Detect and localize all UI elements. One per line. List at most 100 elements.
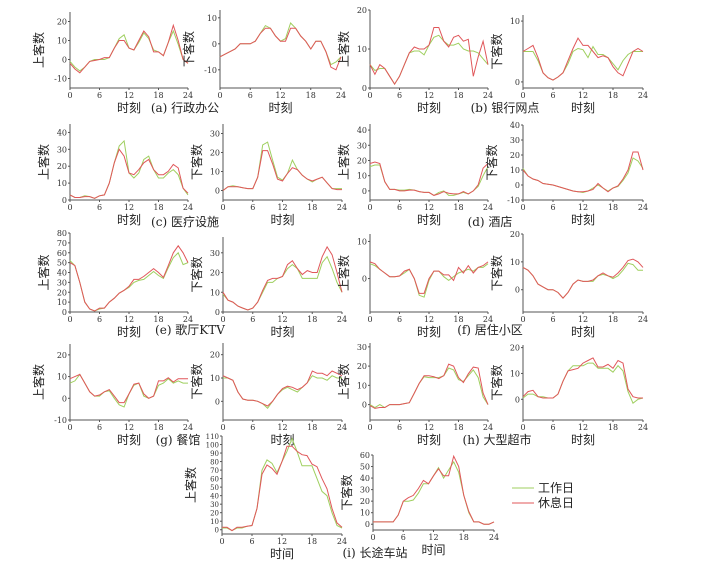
y-tick-label: 20 xyxy=(210,269,220,278)
x-tick-label: 6 xyxy=(397,203,402,212)
y-axis-label: 下客数 xyxy=(489,33,504,69)
y-tick-label: 40 xyxy=(357,126,367,135)
x-tick-label: 0 xyxy=(220,423,225,432)
x-axis-label: 时刻 xyxy=(117,433,141,447)
x-tick-label: 0 xyxy=(367,203,372,212)
y-tick-label: -10 xyxy=(54,75,67,84)
y-tick-label: 10 xyxy=(210,288,220,297)
y-axis-label: 上客数 xyxy=(31,364,46,400)
panel-caption: (a) 行政办公 xyxy=(151,100,219,115)
x-tick-label: 6 xyxy=(97,91,102,100)
y-tick-label: 110 xyxy=(206,433,219,441)
x-tick-label: 0 xyxy=(219,537,224,546)
y-tick-label: 30 xyxy=(57,145,67,154)
x-tick-label: 0 xyxy=(217,91,222,100)
series-workday-line xyxy=(69,139,189,199)
y-tick-label: 20 xyxy=(510,230,520,239)
y-tick-label: 0 xyxy=(362,187,367,196)
y-tick-label: 0 xyxy=(515,286,520,295)
x-axis-label: 时刻 xyxy=(270,433,294,447)
x-tick-label: 0 xyxy=(520,315,525,324)
y-tick-label: 40 xyxy=(57,269,67,278)
x-tick-label: 24 xyxy=(483,315,493,324)
y-tick-label: 10 xyxy=(57,298,67,307)
x-tick-label: 24 xyxy=(337,315,347,324)
y-tick-label: 0 xyxy=(515,181,520,190)
panel-caption: (e) 歌厅KTV xyxy=(155,322,225,337)
x-tick-label: 18 xyxy=(453,423,463,432)
x-axis-label: 时刻 xyxy=(571,433,595,447)
x-tick-label: 12 xyxy=(124,91,134,100)
x-tick-label: 18 xyxy=(306,91,316,100)
x-tick-label: 18 xyxy=(453,203,463,212)
x-tick-label: 0 xyxy=(67,91,72,100)
series-restday-line xyxy=(373,454,495,525)
x-axis-label: 时刻 xyxy=(571,101,595,115)
x-tick-label: 12 xyxy=(275,91,285,100)
series-workday-line xyxy=(369,164,489,196)
x-tick-label: 24 xyxy=(337,423,347,432)
x-tick-label: 6 xyxy=(397,91,402,100)
y-tick-label: 20 xyxy=(57,162,67,171)
x-tick-label: 12 xyxy=(277,537,287,546)
y-tick-label: 10 xyxy=(207,14,217,23)
y-tick-label: 30 xyxy=(210,130,220,139)
series-restday-line xyxy=(522,37,644,81)
y-axis-label: 下客数 xyxy=(189,144,204,180)
y-tick-label: 0 xyxy=(362,84,367,93)
x-tick-label: 12 xyxy=(578,315,588,324)
y-axis-label: 上客数 xyxy=(336,363,351,399)
y-axis-label: 下客数 xyxy=(339,474,354,510)
series-workday-line xyxy=(373,460,495,525)
x-tick-label: 24 xyxy=(337,537,347,546)
panel-caption: (g) 餐馆 xyxy=(156,432,201,447)
panel-caption: (d) 酒店 xyxy=(468,215,513,229)
y-tick-label: -10 xyxy=(54,416,67,425)
y-tick-label: 0 xyxy=(362,401,367,410)
x-tick-label: 24 xyxy=(638,423,648,432)
y-axis-label: 下客数 xyxy=(181,31,196,67)
x-tick-label: 18 xyxy=(608,203,618,212)
y-tick-label: 30 xyxy=(210,501,219,509)
y-tick-label: 10 xyxy=(210,518,219,526)
x-tick-label: 0 xyxy=(520,91,525,100)
x-tick-label: 18 xyxy=(153,423,163,432)
x-axis-label: 时间 xyxy=(421,543,445,557)
series-restday-line xyxy=(522,151,644,193)
series-restday-line xyxy=(222,245,343,311)
x-tick-label: 6 xyxy=(397,315,402,324)
x-tick-label: 24 xyxy=(638,91,648,100)
y-tick-label: 20 xyxy=(57,351,67,360)
x-tick-label: 12 xyxy=(428,533,438,542)
x-tick-label: 24 xyxy=(337,203,347,212)
y-tick-label: 30 xyxy=(357,343,367,352)
y-axis-label: 下客数 xyxy=(484,144,499,180)
y-tick-label: 0 xyxy=(515,395,520,404)
x-tick-label: 12 xyxy=(424,423,434,432)
series-restday-line xyxy=(69,373,188,404)
x-axis-label: 时刻 xyxy=(268,101,292,115)
y-tick-label: 20 xyxy=(357,362,367,371)
y-tick-label: 0 xyxy=(215,187,220,196)
y-tick-label: 10 xyxy=(210,168,220,177)
y-axis-label: 上客数 xyxy=(336,144,351,180)
y-tick-label: 80 xyxy=(210,459,219,467)
x-tick-label: 6 xyxy=(550,91,555,100)
panel-caption: (h) 大型超市 xyxy=(463,432,532,447)
y-tick-label: 10 xyxy=(360,509,370,518)
x-tick-label: 12 xyxy=(578,423,588,432)
x-tick-label: 24 xyxy=(183,315,193,324)
x-tick-label: 0 xyxy=(367,423,372,432)
y-tick-label: 20 xyxy=(510,151,520,160)
series-restday-line xyxy=(369,161,489,196)
y-tick-label: 10 xyxy=(210,374,220,383)
y-tick-label: 0 xyxy=(62,394,67,403)
y-tick-label: 90 xyxy=(210,450,219,458)
y-tick-label: 30 xyxy=(57,278,67,287)
series-restday-line xyxy=(222,150,342,191)
x-tick-label: 24 xyxy=(336,91,346,100)
y-tick-label: 20 xyxy=(360,497,370,506)
series-restday-line xyxy=(522,258,644,299)
